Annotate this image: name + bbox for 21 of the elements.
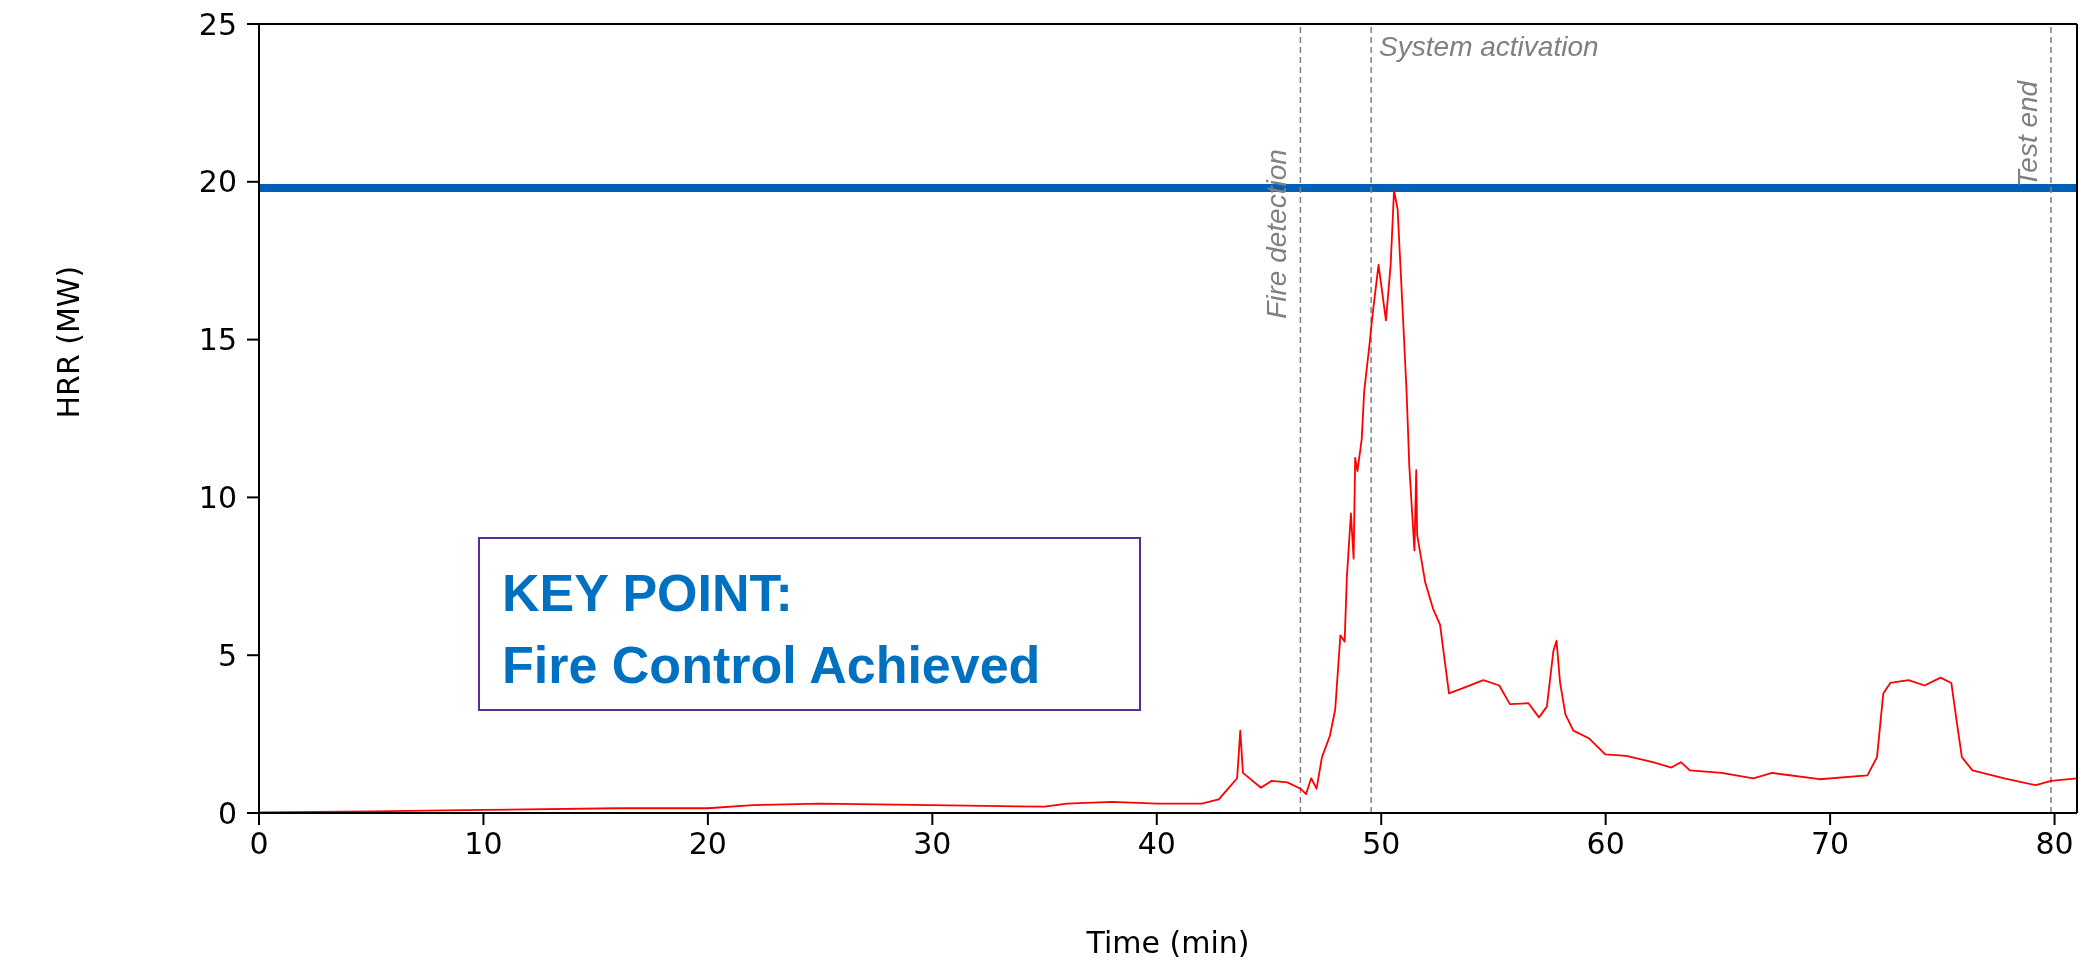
y-tick-label: 5 — [217, 637, 237, 673]
x-tick-label: 10 — [464, 826, 503, 862]
x-axis-title: Time (min) — [1085, 925, 1250, 960]
y-tick-label: 25 — [198, 6, 237, 42]
x-tick-label: 80 — [2035, 826, 2074, 862]
x-tick-label: 70 — [1811, 826, 1850, 862]
y-tick-label: 15 — [198, 322, 237, 358]
y-tick-label: 0 — [217, 795, 237, 831]
ref-line-label: Test end — [2011, 79, 2043, 188]
x-tick-label: 30 — [913, 826, 952, 862]
ref-line-label: Fire detection — [1261, 149, 1293, 319]
x-tick-label: 50 — [1362, 826, 1401, 862]
y-tick-label: 10 — [198, 480, 237, 516]
x-tick-label: 0 — [249, 826, 269, 862]
x-tick-label: 20 — [688, 826, 727, 862]
y-axis-title: HRR (MW) — [50, 265, 86, 419]
x-tick-label: 60 — [1586, 826, 1625, 862]
annotation: KEY POINT: Fire Control Achieved — [478, 537, 1141, 711]
ref-line-label: System activation — [1379, 31, 1599, 62]
x-tick-label: 40 — [1137, 826, 1176, 862]
y-tick-label: 20 — [198, 164, 237, 200]
